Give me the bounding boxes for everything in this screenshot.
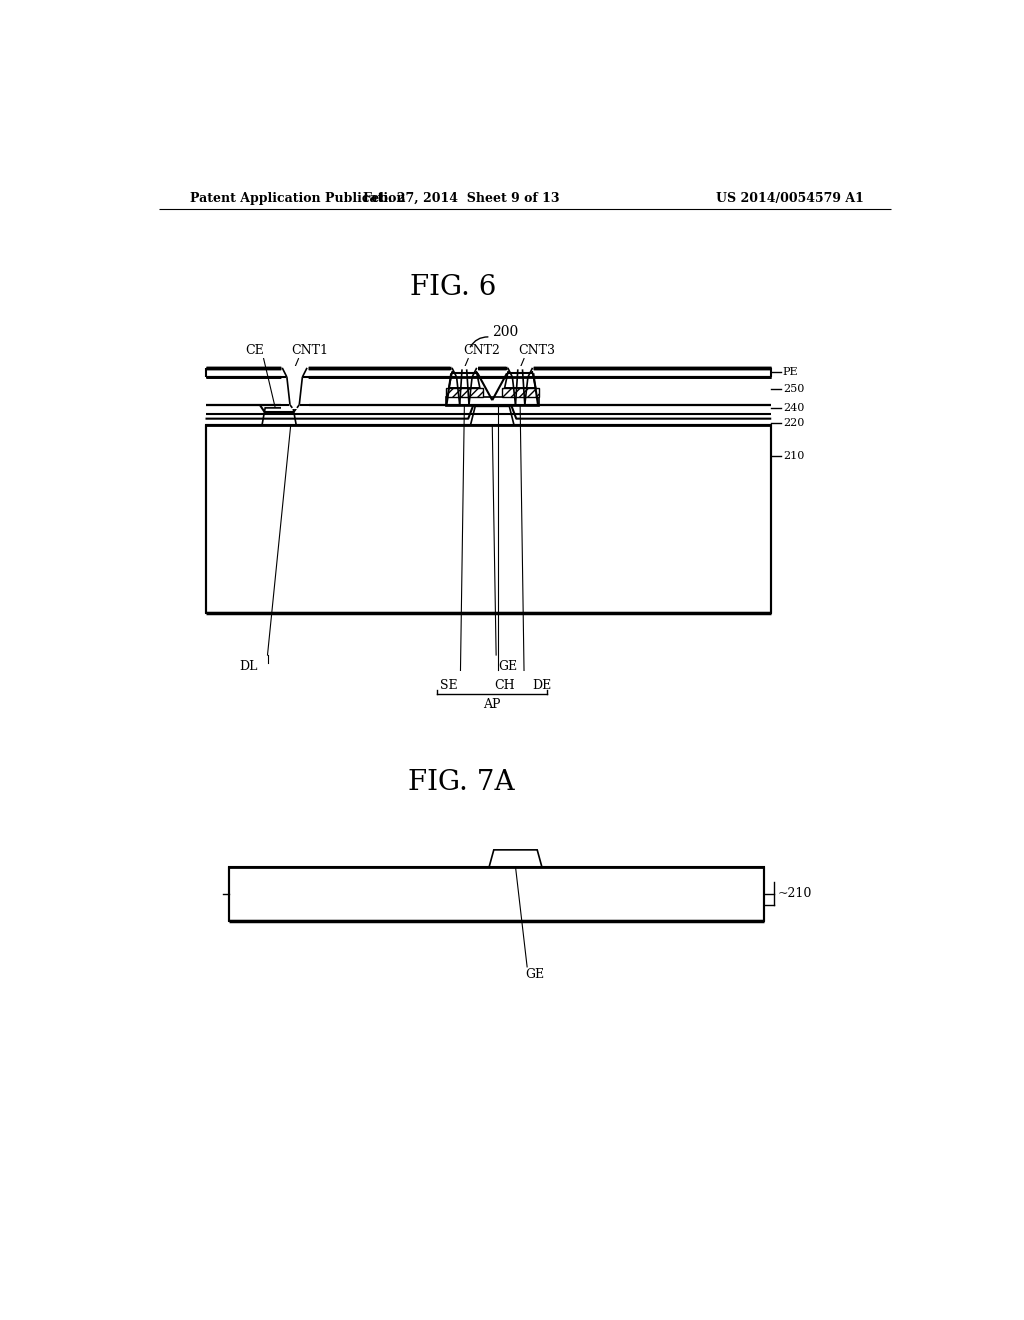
Polygon shape <box>471 407 514 425</box>
Polygon shape <box>489 850 542 867</box>
Text: SE: SE <box>440 680 458 693</box>
Text: CNT2: CNT2 <box>463 345 500 358</box>
Text: DL: DL <box>239 660 257 673</box>
Text: CE: CE <box>245 345 264 358</box>
Text: 210: 210 <box>783 450 804 461</box>
Text: AP: AP <box>483 698 501 711</box>
Text: CNT1: CNT1 <box>292 345 329 358</box>
Text: Patent Application Publication: Patent Application Publication <box>190 191 406 205</box>
Text: GE: GE <box>499 660 517 673</box>
Polygon shape <box>449 370 480 388</box>
Text: 240: 240 <box>783 403 804 413</box>
Text: FIG. 6: FIG. 6 <box>411 275 497 301</box>
Polygon shape <box>445 397 539 407</box>
Polygon shape <box>445 388 483 397</box>
Bar <box>206 425 771 612</box>
Text: CH: CH <box>495 680 515 693</box>
Bar <box>281 367 308 409</box>
Text: 220: 220 <box>783 417 804 428</box>
Bar <box>451 367 478 371</box>
Polygon shape <box>505 370 536 388</box>
Text: US 2014/0054579 A1: US 2014/0054579 A1 <box>717 191 864 205</box>
Text: 200: 200 <box>493 325 518 339</box>
Text: 250: 250 <box>783 384 804 395</box>
Text: PE: PE <box>783 367 799 378</box>
Text: ~210: ~210 <box>777 887 812 900</box>
Polygon shape <box>262 408 296 425</box>
Text: DE: DE <box>532 680 552 693</box>
Text: CNT3: CNT3 <box>519 345 556 358</box>
Text: FIG. 7A: FIG. 7A <box>408 768 515 796</box>
Polygon shape <box>502 388 539 397</box>
Bar <box>228 867 764 921</box>
Text: GE: GE <box>525 968 545 981</box>
Text: Feb. 27, 2014  Sheet 9 of 13: Feb. 27, 2014 Sheet 9 of 13 <box>362 191 559 205</box>
Bar <box>506 367 535 371</box>
